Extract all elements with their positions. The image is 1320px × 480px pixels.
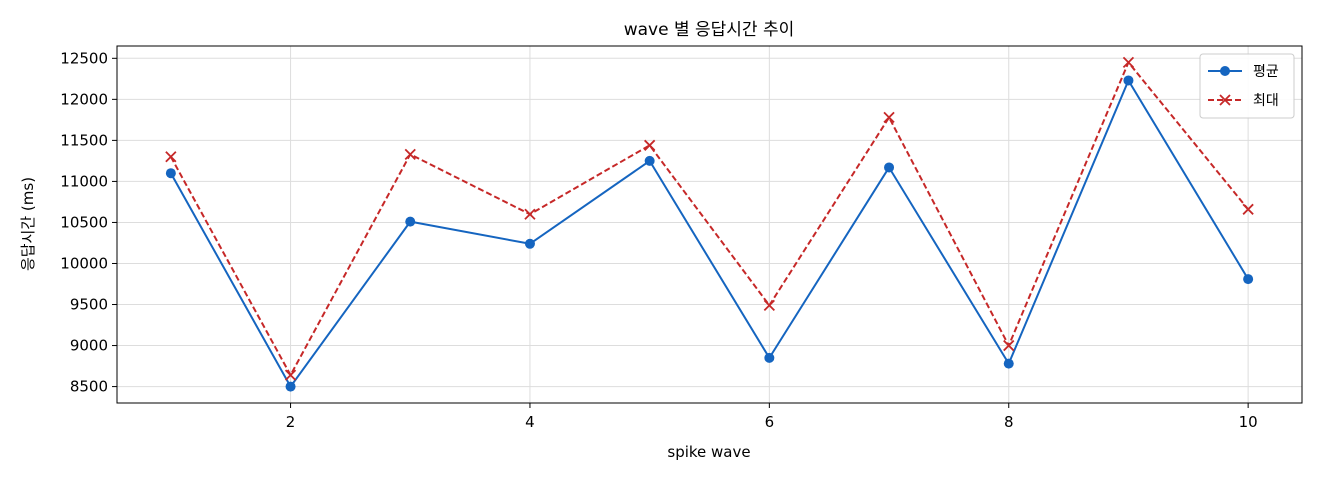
data-point <box>404 148 416 160</box>
series-line <box>169 79 1249 388</box>
series-1 <box>165 75 1254 392</box>
legend-label: 평균 <box>1253 64 1279 80</box>
legend-marker <box>1220 66 1230 76</box>
y-tick-label: 10000 <box>60 254 108 272</box>
legend-item: 평균 <box>1208 64 1279 80</box>
y-axis-label: 응답시간 (ms) <box>19 177 37 271</box>
data-point <box>524 238 535 249</box>
plot-frame <box>116 45 1303 404</box>
legend-box <box>1199 53 1295 119</box>
x-tick-label: 6 <box>765 413 775 431</box>
data-point <box>644 155 655 166</box>
data-point <box>1123 75 1134 86</box>
legend-marker <box>1219 94 1231 106</box>
series-layer <box>165 56 1254 392</box>
y-tick-label: 9500 <box>70 296 108 314</box>
y-tick-label: 10500 <box>60 213 108 231</box>
x-tick-label: 8 <box>1004 413 1014 431</box>
data-point <box>284 369 297 381</box>
legend-item: 최대 <box>1208 93 1279 109</box>
x-tick-label: 2 <box>286 413 296 431</box>
data-point <box>405 216 416 227</box>
chart-title: wave 별 응답시간 추이 <box>624 20 795 40</box>
data-point <box>1242 203 1254 215</box>
y-tick-label: 12000 <box>60 90 108 108</box>
y-axis: 8500 9000 9500 10000 10500 11000 11500 12000 125… <box>60 49 117 396</box>
y-tick-label: 11500 <box>60 131 108 149</box>
data-point <box>644 139 656 151</box>
x-tick-label: 10 <box>1239 413 1258 431</box>
y-tick-label: 11000 <box>60 172 108 190</box>
data-point <box>524 208 536 220</box>
x-axis: 2 4 6 8 10 <box>286 403 1258 431</box>
series-2 <box>165 56 1254 381</box>
data-point <box>883 111 895 124</box>
data-point <box>1003 339 1015 352</box>
data-point <box>763 299 775 311</box>
data-point <box>165 168 176 179</box>
data-point <box>764 352 775 363</box>
y-tick-label: 9000 <box>70 337 108 355</box>
grid <box>117 46 1302 403</box>
y-tick-label: 8500 <box>70 378 108 396</box>
data-point <box>884 162 895 173</box>
data-point <box>1243 274 1254 285</box>
data-point <box>1122 56 1135 69</box>
data-point <box>165 151 177 163</box>
data-point <box>1003 358 1014 369</box>
x-axis-label: spike wave <box>667 443 750 461</box>
series-line <box>169 61 1249 377</box>
legend-label: 최대 <box>1253 93 1279 109</box>
data-point <box>285 381 296 392</box>
y-tick-label: 12500 <box>60 49 108 67</box>
x-tick-label: 4 <box>525 413 535 431</box>
